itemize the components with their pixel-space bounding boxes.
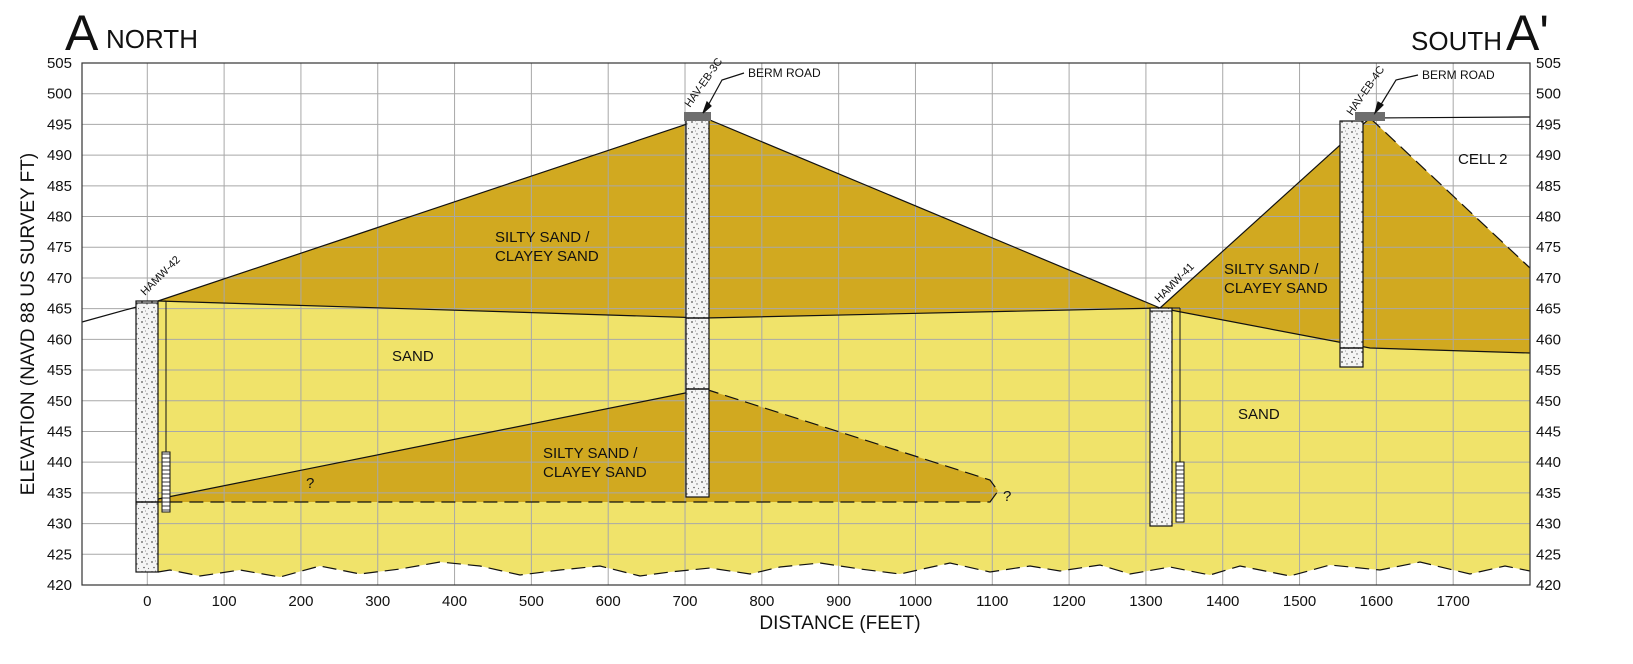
direction-north: NORTH — [106, 24, 198, 54]
y-tick-label-left: 440 — [47, 454, 72, 471]
x-axis-title: DISTANCE (FEET) — [759, 613, 920, 634]
y-tick-label-right: 445 — [1536, 423, 1561, 440]
y-tick-label-right: 440 — [1536, 454, 1561, 471]
y-tick-label-right: 450 — [1536, 393, 1561, 410]
x-tick-label: 900 — [826, 593, 851, 610]
boring-hamw-42 — [135, 300, 171, 573]
plot-border — [81, 62, 1531, 586]
y-tick-label-left: 490 — [47, 147, 72, 164]
y-tick-label-right: 465 — [1536, 301, 1561, 318]
unit-label-right-line1: SILTY SAND / — [1224, 261, 1319, 278]
unit-label-right-line2: CLAYEY SAND — [1224, 280, 1328, 297]
x-tick-label: 1300 — [1129, 593, 1162, 610]
silty-sand-unit-upper — [158, 118, 1160, 318]
unit-label-lens-line1: SILTY SAND / — [543, 445, 638, 462]
x-tick-label: 1500 — [1283, 593, 1316, 610]
x-tick-label: 200 — [288, 593, 313, 610]
x-tick-labels: 0 100 200 300 400 500 600 700 800 900 1000 1100 1200… — [143, 593, 1470, 610]
y-tick-label-left: 500 — [47, 86, 72, 103]
y-tick-label-left: 505 — [47, 55, 72, 72]
x-tick-label: 300 — [365, 593, 390, 610]
y-tick-label-right: 490 — [1536, 147, 1561, 164]
silty-sand-lens — [158, 389, 998, 502]
y-tick-label-left: 465 — [47, 301, 72, 318]
y-tick-label-right: 420 — [1536, 577, 1561, 594]
x-tick-label: 1600 — [1360, 593, 1393, 610]
cell-2-label: CELL 2 — [1458, 151, 1507, 168]
boring-hamw-41 — [1149, 307, 1185, 527]
boring-hav-eb-3c — [684, 112, 711, 498]
x-tick-label: 500 — [519, 593, 544, 610]
berm-road-label-2: BERM ROAD — [1422, 68, 1495, 82]
direction-south: SOUTH — [1411, 26, 1502, 56]
y-tick-label-left: 475 — [47, 239, 72, 256]
y-tick-label-right: 495 — [1536, 116, 1561, 133]
y-tick-label-left: 425 — [47, 546, 72, 563]
section-letter-left: A — [65, 5, 99, 61]
query-mark-2: ? — [1003, 488, 1011, 505]
y-tick-label-right: 480 — [1536, 209, 1561, 226]
boring-hav-eb-4c — [1339, 112, 1385, 368]
grid-lines — [82, 62, 1530, 586]
query-mark-1: ? — [306, 475, 314, 492]
unit-label-sand-right: SAND — [1238, 406, 1280, 423]
y-tick-label-left: 450 — [47, 393, 72, 410]
x-tick-label: 400 — [442, 593, 467, 610]
y-axis-title: ELEVATION (NAVD 88 US SURVEY FT) — [18, 153, 39, 495]
y-tick-label-left: 495 — [47, 116, 72, 133]
y-tick-label-right: 460 — [1536, 331, 1561, 348]
unit-label-upper-line2: CLAYEY SAND — [495, 248, 599, 265]
y-tick-label-right: 475 — [1536, 239, 1561, 256]
y-tick-label-left: 455 — [47, 362, 72, 379]
y-tick-label-right: 470 — [1536, 270, 1561, 287]
x-tick-label: 1400 — [1206, 593, 1239, 610]
x-tick-label: 1200 — [1052, 593, 1085, 610]
x-tick-label: 1000 — [899, 593, 932, 610]
x-tick-label: 600 — [596, 593, 621, 610]
x-tick-label: 800 — [749, 593, 774, 610]
x-tick-label: 700 — [672, 593, 697, 610]
y-tick-label-left: 420 — [47, 577, 72, 594]
y-tick-label-right: 500 — [1536, 86, 1561, 103]
y-tick-label-left: 470 — [47, 270, 72, 287]
unit-label-upper-line1: SILTY SAND / — [495, 229, 590, 246]
y-tick-label-left: 485 — [47, 178, 72, 195]
y-tick-label-left: 435 — [47, 485, 72, 502]
y-tick-label-right: 435 — [1536, 485, 1561, 502]
y-tick-label-right: 455 — [1536, 362, 1561, 379]
y-tick-label-right: 485 — [1536, 178, 1561, 195]
section-letter-right: A' — [1506, 5, 1549, 61]
y-tick-labels-left: 505 500 495 490 485 480 475 470 465 460 455 450 445 4… — [47, 55, 72, 594]
berm-road-callout-2 — [1373, 74, 1419, 116]
y-tick-labels-right: 505 500 495 490 485 480 475 470 465 460 455 450 445 4… — [1536, 55, 1561, 594]
y-tick-label-right: 425 — [1536, 546, 1561, 563]
x-tick-label: 1100 — [976, 593, 1008, 610]
y-tick-label-left: 430 — [47, 516, 72, 533]
y-tick-label-left: 445 — [47, 423, 72, 440]
berm-road-label-1: BERM ROAD — [748, 66, 821, 80]
berm-road-callout-1 — [702, 72, 745, 114]
x-tick-label: 100 — [212, 593, 237, 610]
y-tick-label-left: 480 — [47, 209, 72, 226]
y-tick-label-right: 505 — [1536, 55, 1561, 72]
unit-label-lens-line2: CLAYEY SAND — [543, 464, 647, 481]
y-tick-label-right: 430 — [1536, 516, 1561, 533]
x-tick-label: 1700 — [1436, 593, 1469, 610]
x-tick-label: 0 — [143, 593, 151, 610]
y-tick-label-left: 460 — [47, 331, 72, 348]
unit-label-sand-left: SAND — [392, 348, 434, 365]
